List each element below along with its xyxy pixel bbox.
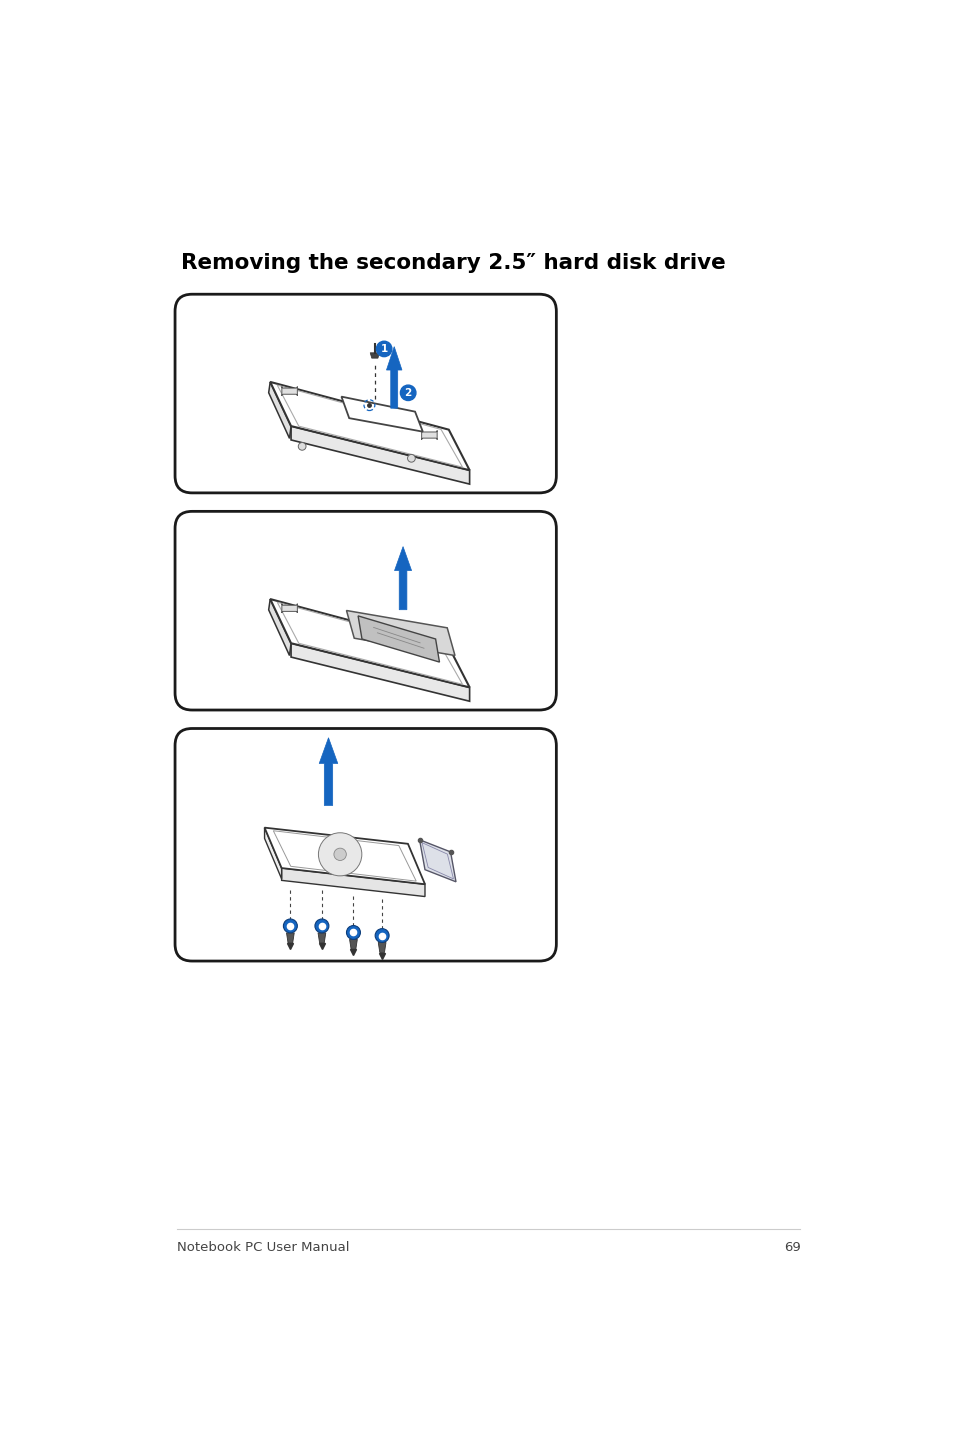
Polygon shape xyxy=(341,397,422,431)
Polygon shape xyxy=(386,347,401,408)
Polygon shape xyxy=(269,600,291,656)
Polygon shape xyxy=(419,840,456,881)
Polygon shape xyxy=(377,942,386,952)
FancyBboxPatch shape xyxy=(281,604,297,613)
Text: 2: 2 xyxy=(404,388,412,398)
Polygon shape xyxy=(291,643,469,702)
Circle shape xyxy=(407,454,415,462)
FancyBboxPatch shape xyxy=(174,512,556,710)
Circle shape xyxy=(346,926,360,939)
Polygon shape xyxy=(346,611,455,656)
Text: 69: 69 xyxy=(783,1241,800,1254)
Polygon shape xyxy=(264,828,424,884)
FancyBboxPatch shape xyxy=(281,387,297,395)
Polygon shape xyxy=(319,738,337,805)
Circle shape xyxy=(376,341,392,357)
Polygon shape xyxy=(264,828,281,879)
Text: Removing the secondary 2.5″ hard disk drive: Removing the secondary 2.5″ hard disk dr… xyxy=(181,253,725,273)
Circle shape xyxy=(314,919,329,933)
Polygon shape xyxy=(291,426,469,485)
Text: Notebook PC User Manual: Notebook PC User Manual xyxy=(177,1241,350,1254)
Circle shape xyxy=(283,919,297,933)
FancyBboxPatch shape xyxy=(174,729,556,961)
Polygon shape xyxy=(281,869,424,896)
Polygon shape xyxy=(270,600,469,687)
Polygon shape xyxy=(270,383,469,470)
FancyBboxPatch shape xyxy=(174,295,556,493)
Polygon shape xyxy=(395,546,411,610)
Circle shape xyxy=(400,385,416,401)
Polygon shape xyxy=(349,939,357,949)
Polygon shape xyxy=(357,615,439,661)
Circle shape xyxy=(375,929,389,942)
Circle shape xyxy=(334,848,346,860)
FancyBboxPatch shape xyxy=(421,430,436,440)
Polygon shape xyxy=(370,352,379,358)
Circle shape xyxy=(318,833,361,876)
Text: 1: 1 xyxy=(380,344,387,354)
Polygon shape xyxy=(269,383,291,439)
Polygon shape xyxy=(317,933,325,943)
Circle shape xyxy=(298,443,306,450)
Polygon shape xyxy=(286,933,294,943)
FancyBboxPatch shape xyxy=(421,647,436,657)
